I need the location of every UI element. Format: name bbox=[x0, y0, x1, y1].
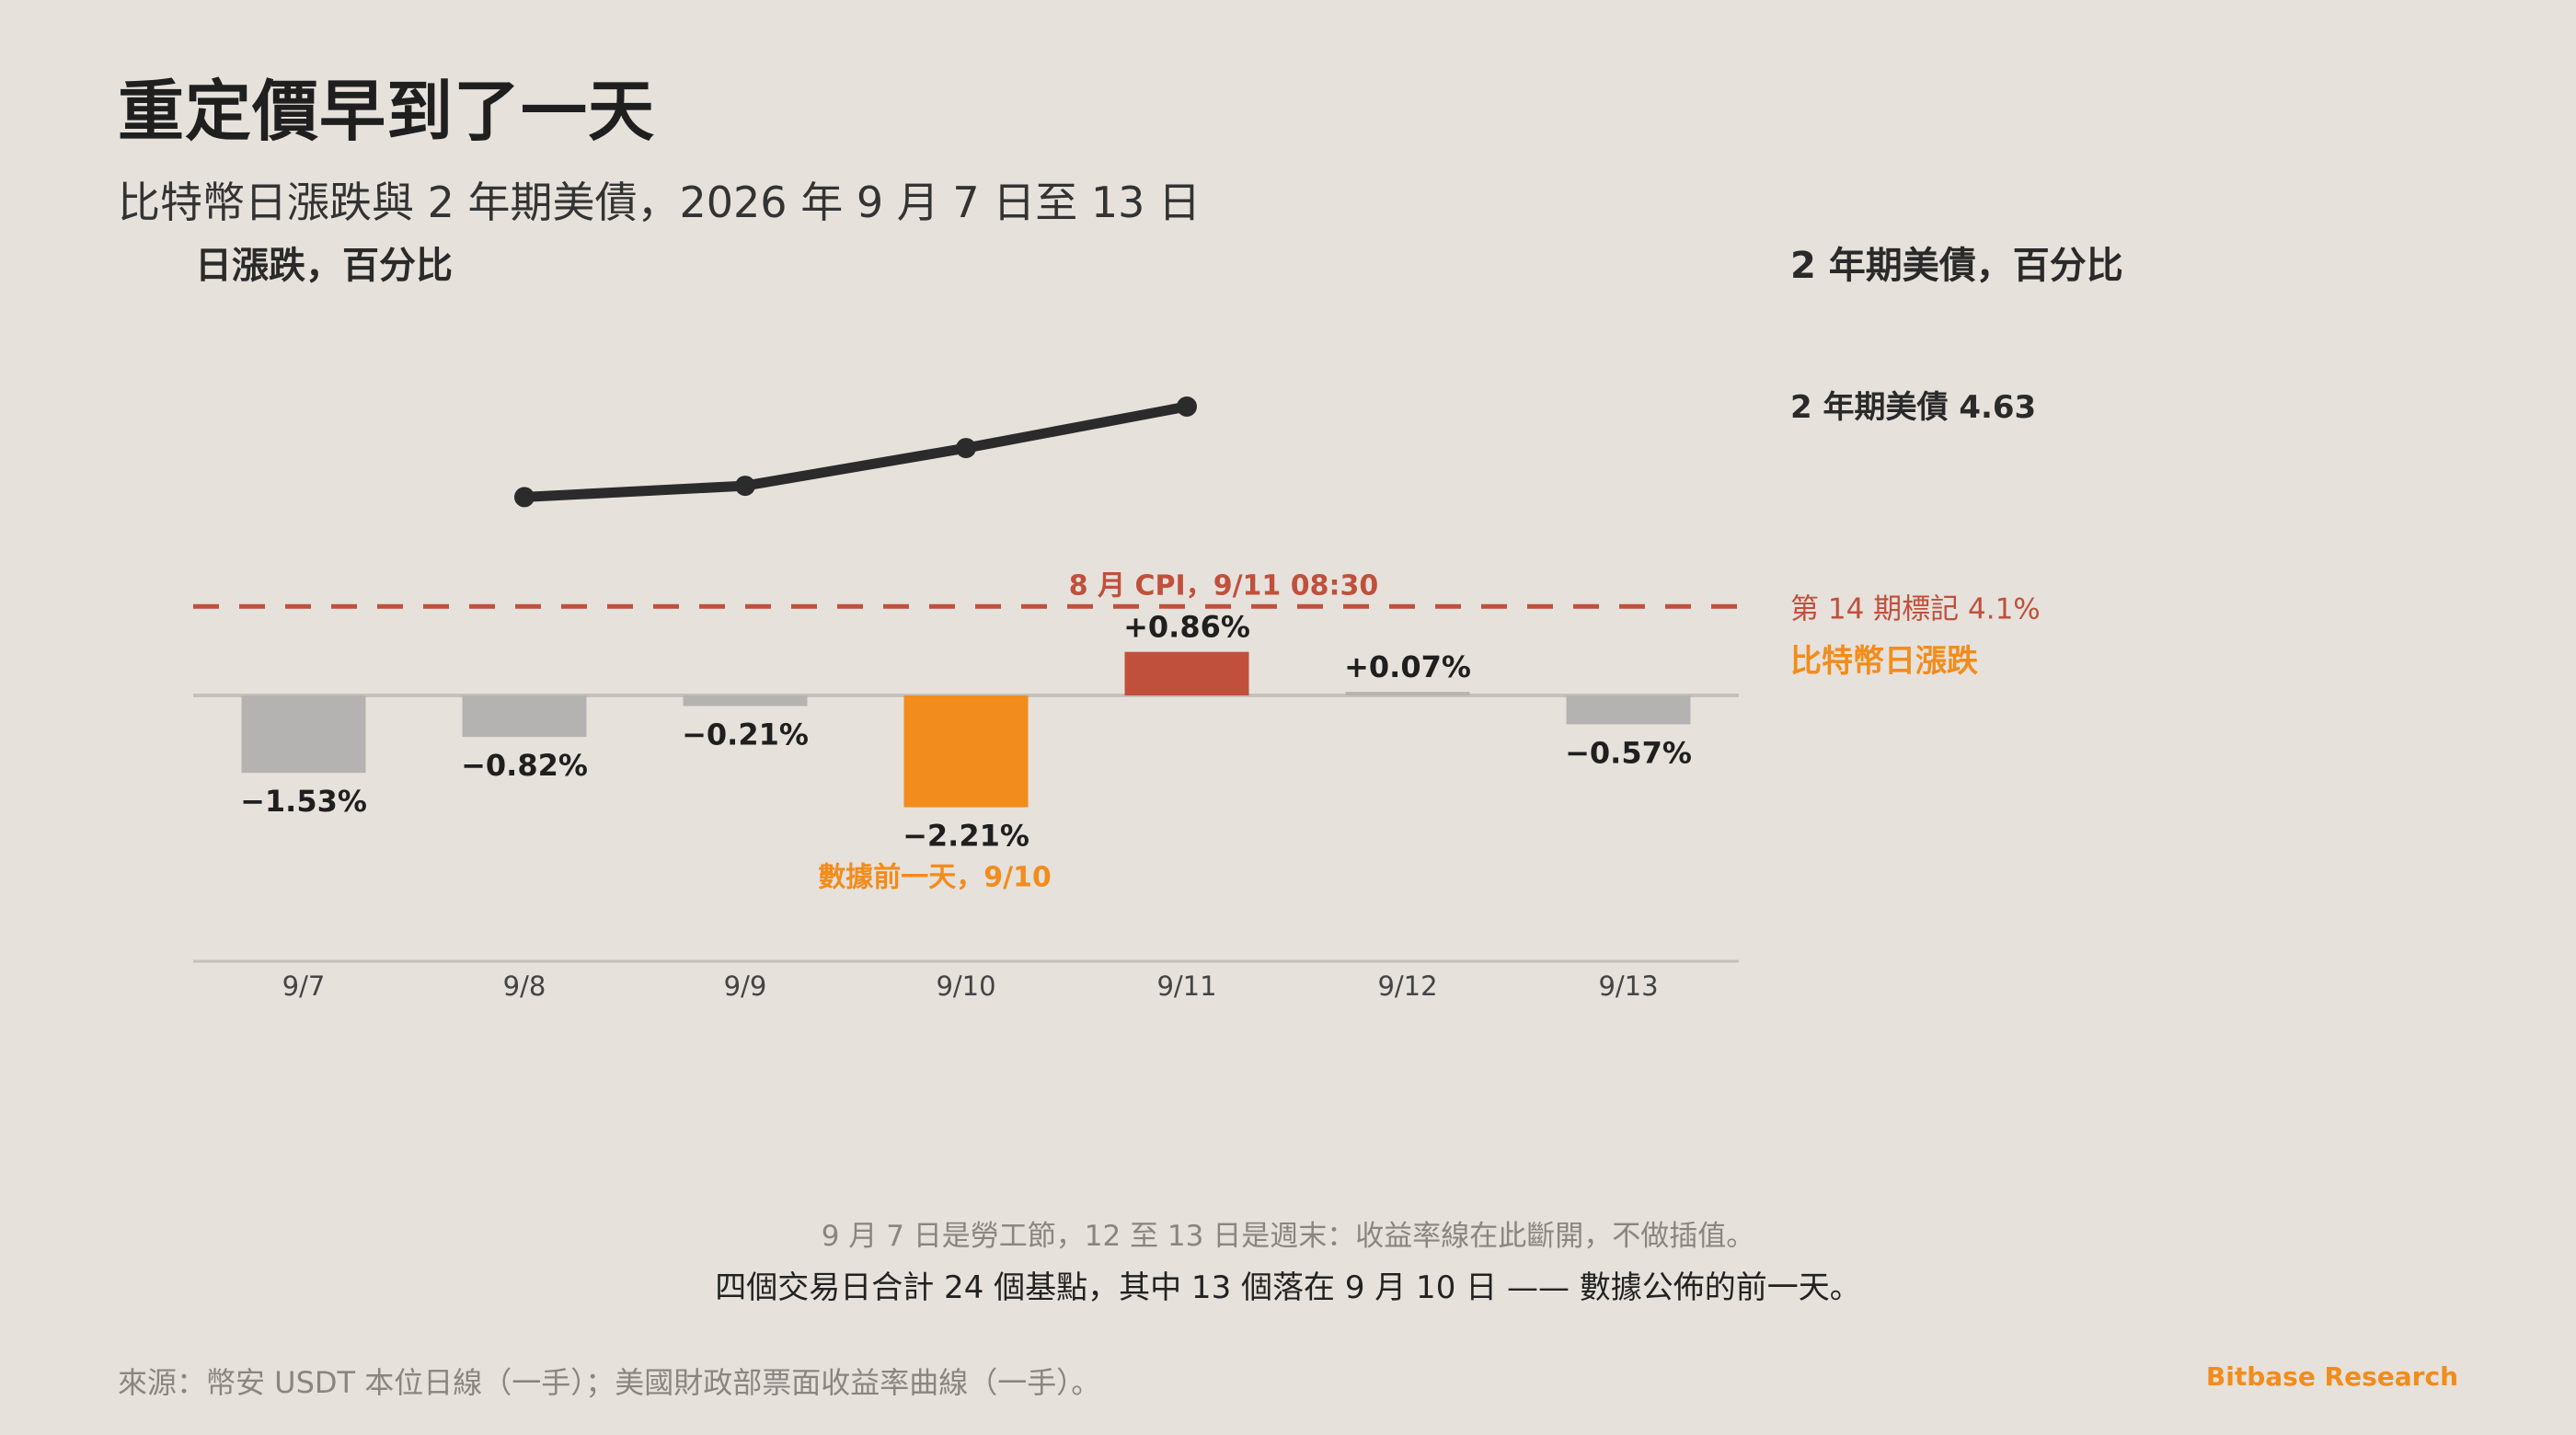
yield-line bbox=[519, 401, 1192, 502]
bar-9-7 bbox=[241, 695, 366, 774]
bar-value-label: +0.07% bbox=[1344, 649, 1471, 684]
chart-subtitle: 比特幣日漲跌與 2 年期美債，2026 年 9 月 7 日至 13 日 bbox=[118, 178, 1201, 227]
yield-point bbox=[956, 438, 976, 459]
annotation-9-10: 數據前一天，9/10 bbox=[818, 862, 1052, 894]
x-tick-label: 9/10 bbox=[936, 970, 995, 1002]
brand-logo: Bitbase Research bbox=[2205, 1361, 2458, 1392]
source-note: 來源：幣安 USDT 本位日線（一手）；美國財政部票面收益率曲線（一手）。 bbox=[118, 1365, 1101, 1400]
bar-9-8 bbox=[462, 695, 587, 738]
bar-9-12 bbox=[1345, 692, 1470, 695]
bar-9-13 bbox=[1566, 695, 1691, 725]
reference-line-label: 第 14 期標記 4.1% bbox=[1790, 592, 2041, 626]
annotation-9-11: 8 月 CPI，9/11 08:30 bbox=[1069, 570, 1378, 603]
footnote-gap: 9 月 7 日是勞工節，12 至 13 日是週末：收益率線在此斷開，不做插值。 bbox=[821, 1220, 1755, 1253]
yield-point bbox=[514, 487, 535, 508]
btc-series-label: 比特幣日漲跌 bbox=[1790, 643, 1978, 680]
x-tick-label: 9/11 bbox=[1156, 970, 1216, 1002]
bar-value-label: −0.21% bbox=[682, 718, 809, 752]
bar-value-label: −1.53% bbox=[240, 784, 367, 819]
bar-value-label: +0.86% bbox=[1123, 610, 1250, 645]
x-tick-label: 9/7 bbox=[282, 970, 326, 1002]
bar-9-9 bbox=[683, 695, 808, 706]
yield-point bbox=[735, 476, 755, 497]
bar-9-11 bbox=[1124, 651, 1249, 695]
bar-value-label: −0.82% bbox=[461, 748, 588, 783]
x-tick-label: 9/8 bbox=[503, 970, 546, 1002]
left-axis-label: 日漲跌，百分比 bbox=[195, 245, 453, 287]
bar-9-10 bbox=[903, 695, 1029, 808]
yield-point bbox=[1177, 396, 1197, 417]
chart-title: 重定價早到了一天 bbox=[118, 73, 656, 150]
right-axis-label: 2 年期美債，百分比 bbox=[1790, 245, 2123, 287]
footnote-summary: 四個交易日合計 24 個基點，其中 13 個落在 9 月 10 日 —— 數據公… bbox=[715, 1269, 1861, 1306]
bar-value-label: −2.21% bbox=[903, 819, 1029, 854]
x-tick-label: 9/9 bbox=[724, 970, 767, 1002]
yield-end-label: 2 年期美債 4.63 bbox=[1790, 389, 2036, 426]
x-tick-label: 9/12 bbox=[1377, 970, 1437, 1002]
bar-value-label: −0.57% bbox=[1565, 735, 1692, 770]
x-tick-label: 9/13 bbox=[1598, 970, 1658, 1002]
